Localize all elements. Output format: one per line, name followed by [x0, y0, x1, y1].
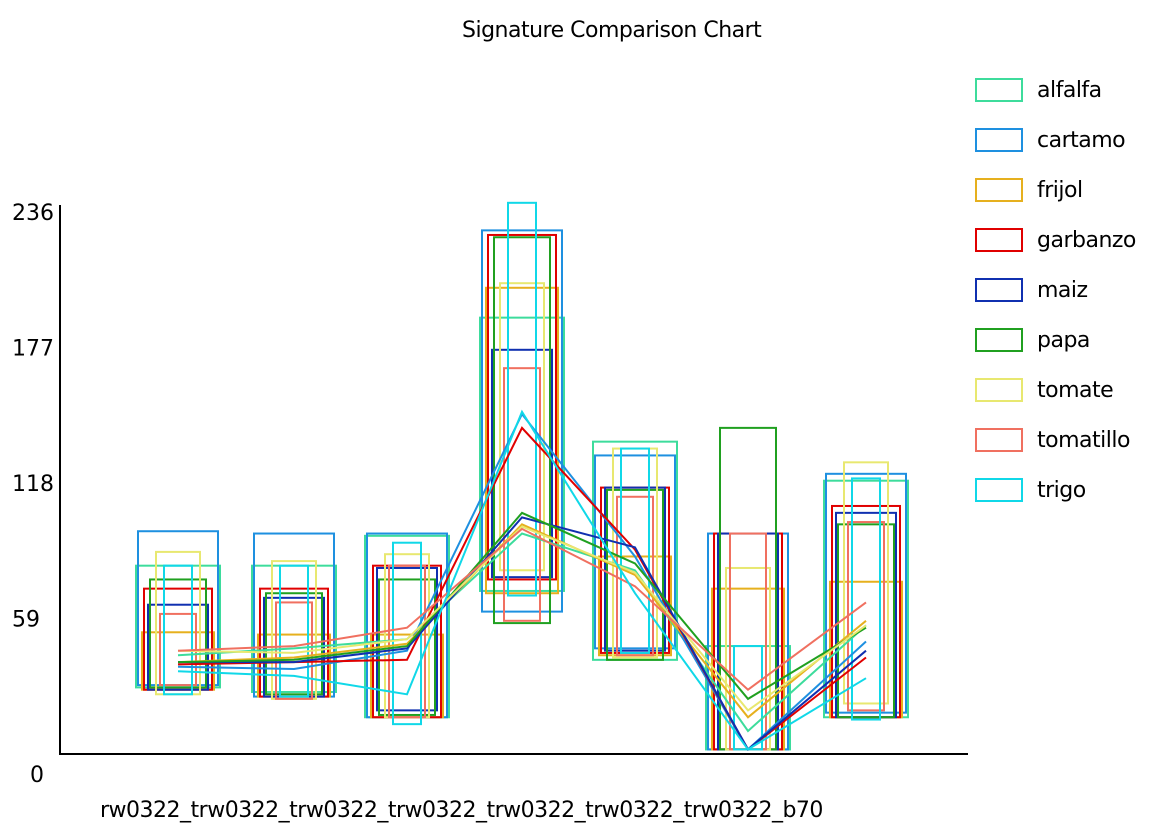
y-tick-label: 177 [12, 337, 54, 362]
box-tomate-b1 [155, 550, 201, 696]
y-tick-label: 118 [12, 472, 54, 497]
legend-label: alfalfa [1037, 77, 1102, 103]
legend-swatch [975, 278, 1023, 302]
box-trigo-b7 [851, 477, 881, 721]
box-frijol-b7 [829, 580, 903, 719]
legend-item-tomatillo: tomatillo [975, 423, 1165, 457]
legend-swatch [975, 478, 1023, 502]
legend-swatch [975, 178, 1023, 202]
legend-item-frijol: frijol [975, 173, 1165, 207]
box-trigo-b4 [507, 201, 537, 597]
legend-swatch [975, 428, 1023, 452]
mean-line-tomatillo [177, 527, 867, 691]
mean-line-tomate [177, 525, 867, 712]
legend-item-garbanzo: garbanzo [975, 223, 1165, 257]
legend-label: maiz [1037, 277, 1088, 303]
legend-item-tomate: tomate [975, 373, 1165, 407]
legend-swatch [975, 328, 1023, 352]
box-papa-b5 [606, 488, 664, 661]
box-tomatillo-b7 [847, 521, 885, 712]
box-alfalfa-b4 [479, 316, 565, 592]
box-garbanzo-b4 [487, 233, 557, 581]
legend-label: tomate [1037, 377, 1114, 403]
box-cartamo-b4 [481, 229, 563, 613]
legend-label: trigo [1037, 477, 1086, 503]
x-tick-labels: rw0322_trw0322_trw0322_trw0322_trw0322_t… [100, 798, 823, 823]
legend-swatch [975, 378, 1023, 402]
box-tomate-b4 [499, 282, 545, 572]
mean-line-frijol [177, 523, 867, 719]
box-trigo-b2 [279, 564, 309, 698]
mean-line-trigo [177, 409, 867, 751]
box-cartamo-b5 [594, 454, 676, 650]
y-tick-label: 236 [12, 201, 54, 226]
legend-swatch [975, 78, 1023, 102]
legend-swatch [975, 128, 1023, 152]
legend-item-cartamo: cartamo [975, 123, 1165, 157]
mean-line-group [177, 409, 867, 751]
box-papa-b7 [837, 523, 895, 719]
legend-item-alfalfa: alfalfa [975, 73, 1165, 107]
legend-item-maiz: maiz [975, 273, 1165, 307]
box-tomate-b7 [843, 461, 889, 705]
box-tomate-b5 [612, 447, 658, 659]
legend-item-papa: papa [975, 323, 1165, 357]
legend-item-trigo: trigo [975, 473, 1165, 507]
mean-line-alfalfa [177, 532, 867, 733]
legend-label: tomatillo [1037, 427, 1130, 453]
legend-label: papa [1037, 327, 1090, 353]
box-trigo-b5 [620, 447, 650, 654]
box-maiz-b1 [147, 603, 209, 691]
box-maiz-b3 [376, 566, 438, 712]
box-cartamo-b7 [825, 472, 907, 714]
mean-line-papa [177, 511, 867, 701]
box-papa-b4 [493, 236, 551, 625]
y-tick-labels: 236 177 118 59 0 [12, 201, 54, 788]
box-tomatillo-b4 [503, 367, 541, 622]
box-papa-b2 [265, 592, 323, 696]
y-tick-label: 0 [30, 763, 44, 788]
box-garbanzo-b7 [831, 504, 901, 719]
legend-label: frijol [1037, 177, 1083, 203]
legend-swatch [975, 228, 1023, 252]
box-maiz-b5 [604, 486, 666, 652]
box-frijol-b4 [485, 286, 559, 595]
y-tick-label: 59 [12, 608, 40, 633]
box-papa-b1 [149, 578, 207, 689]
chart-title: Signature Comparison Chart [462, 18, 762, 43]
legend-label: cartamo [1037, 127, 1126, 153]
legend-label: garbanzo [1037, 227, 1136, 253]
box-trigo-b1 [163, 564, 193, 696]
box-maiz-b4 [491, 348, 553, 579]
box-tomatillo-b5 [616, 495, 654, 657]
